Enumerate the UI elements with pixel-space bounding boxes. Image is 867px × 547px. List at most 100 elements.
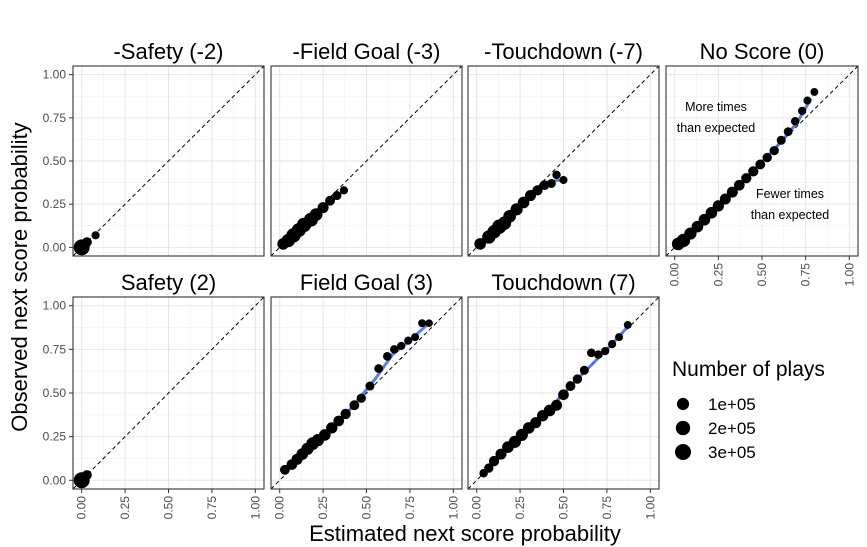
legend-key-circle <box>675 444 691 460</box>
data-point <box>374 364 384 373</box>
data-point <box>769 145 779 156</box>
panel-5: Safety (2) 0.00 0.25 0.50 0.75 1.00 0.00 0.25 0.… <box>43 270 265 520</box>
panel-2: -Field Goal (-3) <box>270 39 463 257</box>
annotation-text: Fewer times <box>756 187 824 201</box>
x-tick-label: 0.25 <box>316 496 330 520</box>
x-axis-title: Estimated next score probability <box>309 521 621 546</box>
x-tick-label: 0.50 <box>557 496 571 520</box>
data-point <box>397 341 406 351</box>
panel-border <box>467 65 660 257</box>
data-point <box>559 175 568 185</box>
data-point <box>790 117 800 126</box>
data-point <box>81 470 92 480</box>
data-point <box>733 179 745 191</box>
y-tick-label: 0.75 <box>43 342 67 356</box>
data-point <box>741 173 752 184</box>
data-point <box>325 195 335 206</box>
legend-key-circle <box>676 397 690 411</box>
data-point <box>91 231 100 240</box>
panel-title: -Field Goal (-3) <box>293 39 441 64</box>
legend-key-circle <box>675 420 691 436</box>
panel-1: -Safety (-2) 0.00 0.25 0.50 0.75 1.00 <box>43 39 265 257</box>
data-point <box>340 408 351 420</box>
data-point <box>810 87 819 96</box>
data-point <box>552 170 561 180</box>
data-point <box>390 345 399 354</box>
panel-3: -Touchdown (-7) <box>467 39 660 257</box>
data-point <box>572 374 583 384</box>
data-point <box>418 319 427 328</box>
x-tick-label: 0.75 <box>799 263 813 287</box>
annotation-text: than expected <box>677 121 756 135</box>
data-point <box>593 350 603 359</box>
annotation-text: More times <box>685 100 747 114</box>
data-point <box>356 393 366 403</box>
y-axis-title: Observed next score probability <box>7 122 32 431</box>
y-tick-label: 1.00 <box>43 299 67 313</box>
panel-border <box>270 65 463 257</box>
data-point <box>615 333 624 342</box>
y-tick-label: 0.50 <box>43 386 67 400</box>
data-point <box>803 96 812 105</box>
panel-6: Field Goal (3) 0.00 0.25 0.50 0.75 1.00 <box>270 270 463 520</box>
y-tick-label: 1.00 <box>43 68 67 82</box>
data-point <box>601 346 610 356</box>
x-tick-label: 0.50 <box>162 496 176 520</box>
data-point <box>488 455 500 467</box>
data-point <box>404 336 413 345</box>
x-tick-label: 0.50 <box>360 496 374 520</box>
x-tick-label: 1.00 <box>643 496 657 520</box>
panel-title: -Touchdown (-7) <box>484 39 643 64</box>
data-point <box>383 352 392 361</box>
x-tick-label: 0.50 <box>755 263 769 287</box>
panel-title: Safety (2) <box>121 270 216 295</box>
x-tick-label: 1.00 <box>446 496 460 520</box>
y-tick-label: 0.50 <box>43 154 67 168</box>
x-tick-label: 0.00 <box>668 263 682 287</box>
data-point <box>586 348 596 358</box>
data-point <box>798 106 807 116</box>
y-tick-label: 0.25 <box>43 197 67 211</box>
data-point <box>623 320 632 329</box>
x-tick-label: 0.00 <box>273 496 287 520</box>
y-tick-label: 0.00 <box>43 240 67 254</box>
legend-label: 1e+05 <box>708 395 756 414</box>
data-point <box>349 400 360 411</box>
panel-title: Field Goal (3) <box>300 270 433 295</box>
panel-title: No Score (0) <box>700 39 825 64</box>
data-point <box>539 180 550 191</box>
data-point <box>608 340 617 349</box>
data-point <box>317 202 329 214</box>
data-point <box>332 191 342 201</box>
y-tick-label: 0.00 <box>43 473 67 487</box>
data-point <box>532 185 543 196</box>
data-point <box>719 193 731 205</box>
x-tick-label: 0.75 <box>403 496 417 520</box>
data-point <box>762 152 772 163</box>
data-point <box>474 238 486 250</box>
data-point <box>783 127 793 137</box>
panel-title: Touchdown (7) <box>491 270 635 295</box>
data-point <box>411 333 420 342</box>
x-tick-label: 1.00 <box>248 496 262 520</box>
data-point <box>517 196 530 209</box>
x-tick-label: 1.00 <box>842 263 856 287</box>
y-tick-label: 0.75 <box>43 111 67 125</box>
data-point <box>365 381 375 391</box>
data-point <box>755 159 766 170</box>
y-tick-label: 0.25 <box>43 430 67 444</box>
x-tick-label: 0.75 <box>600 496 614 520</box>
legend-label: 2e+05 <box>708 419 756 438</box>
x-tick-label: 0.75 <box>205 496 219 520</box>
data-point <box>495 448 507 460</box>
data-point <box>333 415 345 427</box>
x-tick-label: 0.00 <box>470 496 484 520</box>
data-point <box>339 186 349 195</box>
data-point <box>705 206 718 219</box>
data-point <box>81 237 92 248</box>
x-tick-label: 0.00 <box>75 496 89 520</box>
data-point <box>558 389 569 401</box>
data-point <box>579 365 589 375</box>
